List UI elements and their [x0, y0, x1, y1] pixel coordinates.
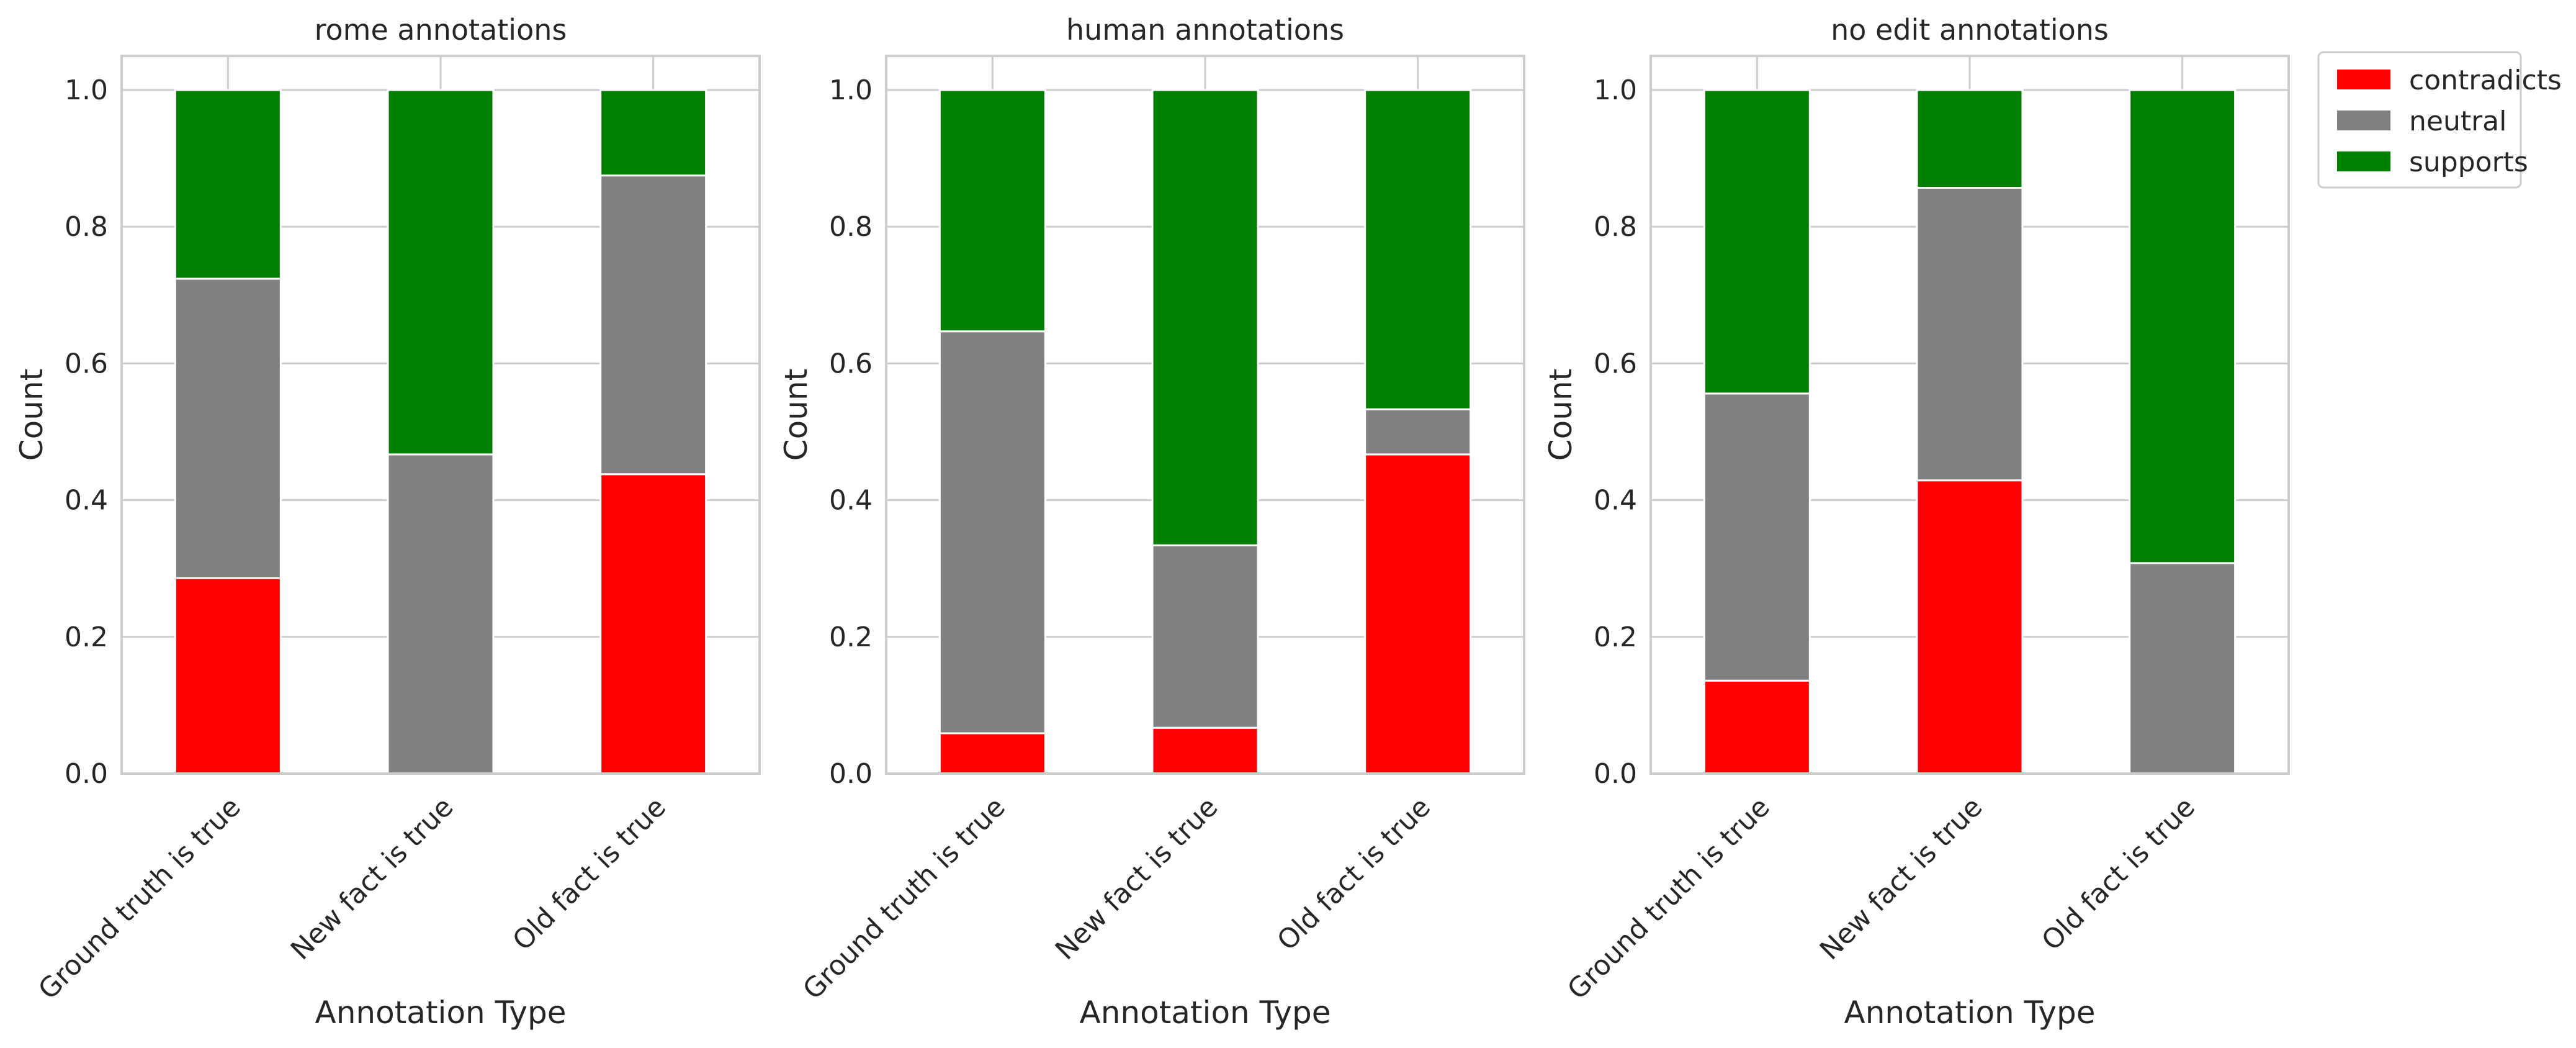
x-tick-label: New fact is true: [285, 791, 460, 966]
y-tick-label: 1.0: [829, 75, 873, 106]
y-tick-label: 0.2: [829, 621, 873, 653]
x-tick-label: Old fact is true: [1271, 791, 1437, 957]
y-tick-label: 0.0: [65, 758, 108, 790]
bar-supports: [1703, 89, 1811, 395]
bar-contradicts: [938, 732, 1046, 775]
x-axis-label: Annotation Type: [315, 995, 567, 1031]
bar-contradicts: [1364, 453, 1472, 775]
legend-label: supports: [2409, 147, 2528, 178]
legend-swatch-contradicts: [2337, 70, 2390, 89]
bar-neutral: [938, 330, 1046, 734]
bar-neutral: [1703, 392, 1811, 682]
bar-neutral: [387, 453, 495, 775]
y-tick-label: 0.6: [65, 348, 108, 379]
x-tick-label: Ground truth is true: [32, 791, 247, 1006]
y-tick-label: 0.2: [65, 621, 108, 653]
x-axis-label: Annotation Type: [1080, 995, 1331, 1031]
y-tick-label: 0.4: [1594, 485, 1637, 517]
bar-neutral: [174, 278, 282, 579]
bar-contradicts: [1151, 726, 1259, 775]
y-axis-label: Count: [1543, 369, 1579, 461]
x-tick-label: New fact is true: [1814, 791, 1989, 966]
bar-contradicts: [1916, 479, 2024, 775]
bar-neutral: [599, 174, 707, 476]
axes-frame: [885, 55, 1525, 775]
y-tick-label: 0.0: [1594, 758, 1637, 790]
y-tick-label: 0.8: [829, 211, 873, 243]
bar-supports: [1364, 89, 1472, 410]
bar-supports: [2129, 89, 2237, 564]
bar-supports: [1151, 89, 1259, 546]
y-tick-label: 0.6: [1594, 348, 1637, 379]
y-tick-label: 0.8: [1594, 211, 1637, 243]
axes-frame: [1649, 55, 2290, 775]
bar-supports: [387, 89, 495, 456]
legend-swatch-supports: [2337, 151, 2390, 171]
y-tick-label: 0.4: [829, 485, 873, 517]
legend-label: neutral: [2409, 106, 2506, 137]
bar-contradicts: [1703, 679, 1811, 775]
bar-supports: [1916, 89, 2024, 189]
y-axis-label: Count: [778, 369, 814, 461]
x-tick-label: Ground truth is true: [1561, 791, 1776, 1006]
y-tick-label: 1.0: [65, 75, 108, 106]
x-tick-label: Old fact is true: [506, 791, 672, 957]
x-tick-label: Ground truth is true: [797, 791, 1012, 1006]
chart-title: human annotations: [1066, 13, 1344, 47]
bar-neutral: [1151, 544, 1259, 729]
bar-neutral: [1916, 186, 2024, 482]
y-axis-label: Count: [14, 369, 50, 461]
x-tick-label: New fact is true: [1049, 791, 1224, 966]
axes-frame: [120, 55, 761, 775]
x-axis-label: Annotation Type: [1844, 995, 2096, 1031]
bar-contradicts: [599, 473, 707, 775]
y-tick-label: 0.0: [829, 758, 873, 790]
bar-neutral: [1364, 408, 1472, 456]
legend-label: contradicts: [2409, 65, 2562, 96]
chart-title: rome annotations: [315, 13, 567, 47]
chart-title: no edit annotations: [1831, 13, 2109, 47]
y-tick-label: 1.0: [1594, 75, 1637, 106]
legend-swatch-neutral: [2337, 111, 2390, 130]
y-tick-label: 0.4: [65, 485, 108, 517]
y-tick-label: 0.2: [1594, 621, 1637, 653]
x-tick-label: Old fact is true: [2035, 791, 2201, 957]
bar-supports: [599, 89, 707, 177]
bar-neutral: [2129, 562, 2237, 775]
y-tick-label: 0.8: [65, 211, 108, 243]
y-tick-label: 0.6: [829, 348, 873, 379]
bar-supports: [174, 89, 282, 280]
bar-contradicts: [174, 577, 282, 775]
bar-supports: [938, 89, 1046, 333]
